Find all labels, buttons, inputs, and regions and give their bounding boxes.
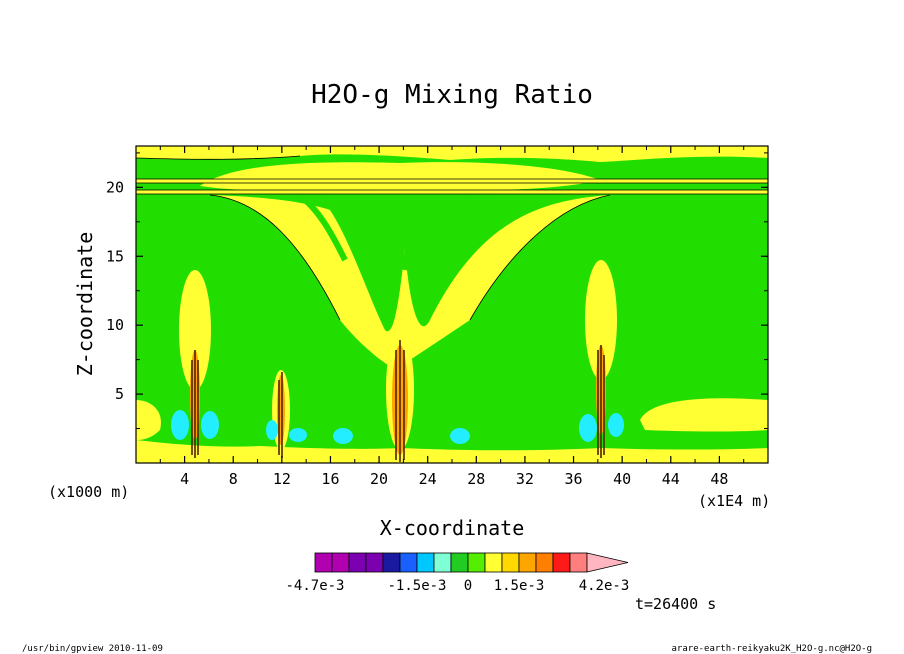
right-low-patch <box>640 398 768 432</box>
cyan-patch <box>201 411 219 439</box>
footer-left: /usr/bin/gpview 2010-11-09 <box>22 644 163 654</box>
cyan-patch <box>608 413 624 437</box>
y-tick-label: 15 <box>106 247 124 265</box>
colorbar-swatch <box>569 552 588 573</box>
colorbar-swatch <box>450 552 469 573</box>
x-axis-label: X-coordinate <box>380 516 525 540</box>
contour-outlines <box>136 155 768 321</box>
upper-yellow-lobe <box>200 162 600 192</box>
cyan-patch <box>289 428 307 442</box>
colorbar-swatch <box>535 552 554 573</box>
x-tick-label: 48 <box>710 470 728 488</box>
colorbar-swatch <box>484 552 503 573</box>
colorbar-tick-label: 0 <box>464 578 472 594</box>
colorbar-tick-label: 1.5e-3 <box>494 578 545 594</box>
column-x5 <box>179 270 211 390</box>
colorbar-swatch <box>365 552 384 573</box>
colorbar-swatch <box>416 552 435 573</box>
plume-stripes <box>298 193 492 271</box>
x-tick-label: 44 <box>662 470 680 488</box>
x-tick-label: 32 <box>516 470 534 488</box>
x-tick-label: 8 <box>229 470 238 488</box>
left-low-patch <box>136 400 161 440</box>
core-lines <box>191 340 605 462</box>
colorbar-swatch <box>552 552 571 573</box>
colorbar: -4.7e-3 -1.5e-3 0 1.5e-3 4.2e-3 <box>285 552 630 594</box>
x-tick-label: 20 <box>370 470 388 488</box>
colorbar-swatch <box>433 552 452 573</box>
top-yellow-band <box>136 146 768 162</box>
column-x38 <box>585 260 617 380</box>
cyan-patch <box>579 414 597 442</box>
x-tick-label: 40 <box>613 470 631 488</box>
colorbar-tick-label: 4.2e-3 <box>579 578 630 594</box>
central-plume <box>210 195 610 370</box>
colorbar-swatch <box>467 552 486 573</box>
colorbar-swatch <box>331 552 350 573</box>
cyan-patch <box>450 428 470 444</box>
chart-title: H2O-g Mixing Ratio <box>311 80 593 110</box>
colorbar-arrow <box>586 552 629 573</box>
x-offset-label: (x1000 m) <box>48 483 129 501</box>
x-tick-label: 12 <box>273 470 291 488</box>
footer-right: arare-earth-reikyaku2K_H2O-g.nc@H2O-g <box>672 644 872 654</box>
x-scale-label: (x1E4 m) <box>698 492 770 510</box>
cyan-patch <box>171 410 189 440</box>
y-axis-label: Z-coordinate <box>73 232 97 377</box>
x-tick-label: 36 <box>565 470 583 488</box>
time-label: t=26400 s <box>635 595 716 613</box>
colorbar-tick-label: -1.5e-3 <box>387 578 446 594</box>
colorbar-tick-label: -4.7e-3 <box>285 578 344 594</box>
cyan-patch <box>333 428 353 444</box>
x-tick-label: 28 <box>467 470 485 488</box>
y-axis: 5 10 15 20 <box>106 152 768 430</box>
bottom-yellow-strip <box>136 440 768 463</box>
colorbar-swatch <box>348 552 367 573</box>
cyan-patch <box>266 420 278 440</box>
colorbar-swatch <box>314 552 333 573</box>
y-tick-label: 10 <box>106 316 124 334</box>
colorbar-swatch <box>382 552 401 573</box>
x-tick-label: 16 <box>321 470 339 488</box>
colorbar-swatch <box>501 552 520 573</box>
y-tick-label: 20 <box>106 178 124 196</box>
colorbar-swatch <box>399 552 418 573</box>
x-tick-label: 4 <box>180 470 189 488</box>
colorbar-swatch <box>518 552 537 573</box>
contour-field <box>136 146 768 463</box>
y-tick-label: 5 <box>115 385 124 403</box>
yellow-stripe-19 <box>136 190 768 194</box>
x-axis: 4 8 12 16 20 24 28 32 36 40 44 48 <box>159 146 745 488</box>
x-tick-label: 24 <box>419 470 437 488</box>
